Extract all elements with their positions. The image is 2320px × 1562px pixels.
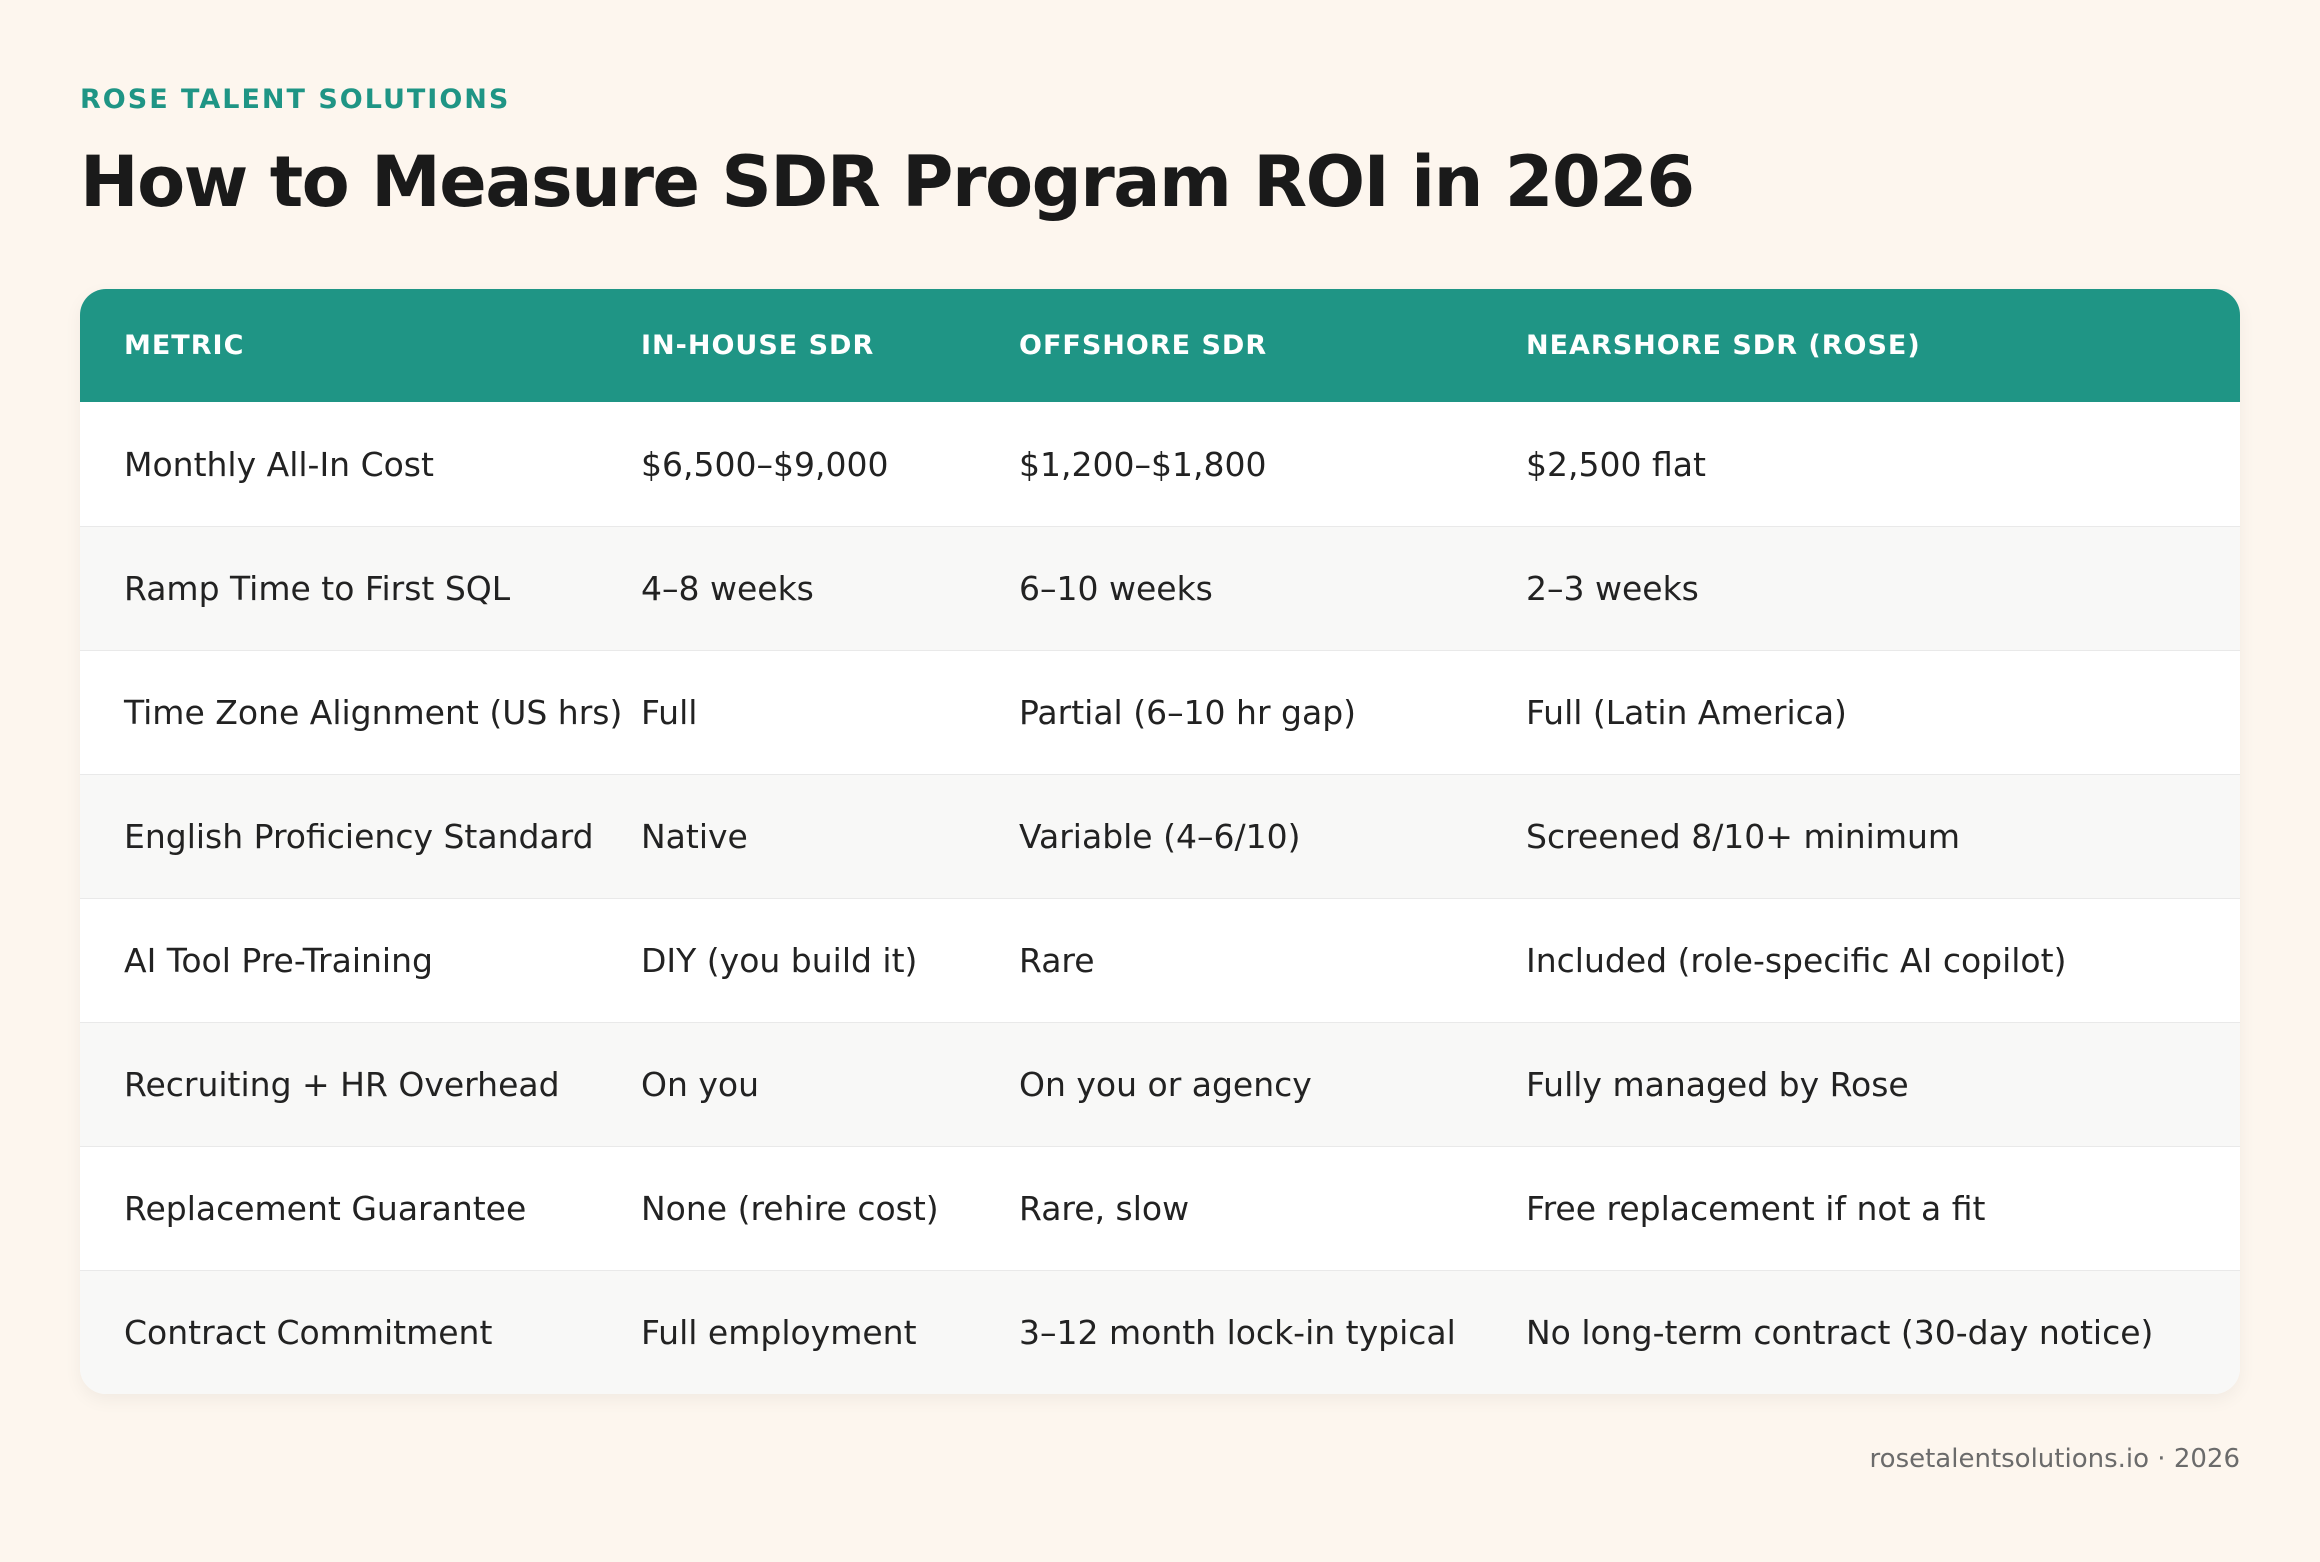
column-header-offshore: OFFSHORE SDR <box>1019 330 1268 361</box>
in-house-cell: Full employment <box>641 1313 917 1352</box>
metric-cell: Contract Commitment <box>124 1313 493 1352</box>
table-row: Time Zone Alignment (US hrs) Full Partia… <box>80 650 2240 774</box>
column-header-in-house: IN-HOUSE SDR <box>641 330 875 361</box>
column-header-metric: METRIC <box>124 330 245 361</box>
column-header-nearshore: NEARSHORE SDR (ROSE) <box>1526 330 1921 361</box>
nearshore-cell: Free replacement if not a fit <box>1526 1189 1986 1228</box>
table-row: Replacement Guarantee None (rehire cost)… <box>80 1146 2240 1270</box>
table-body: Monthly All-In Cost $6,500–$9,000 $1,200… <box>80 402 2240 1394</box>
metric-cell: English Proficiency Standard <box>124 817 594 856</box>
nearshore-cell: Included (role-specific AI copilot) <box>1526 941 2067 980</box>
table-header-row: METRIC IN-HOUSE SDR OFFSHORE SDR NEARSHO… <box>80 289 2240 402</box>
nearshore-cell: No long-term contract (30-day notice) <box>1526 1313 2154 1352</box>
nearshore-cell: $2,500 flat <box>1526 444 1706 484</box>
footer-credit: rosetalentsolutions.io · 2026 <box>1869 1444 2240 1474</box>
offshore-cell: Variable (4–6/10) <box>1019 817 1301 856</box>
metric-cell: Monthly All-In Cost <box>124 444 434 484</box>
metric-cell: Recruiting + HR Overhead <box>124 1065 560 1104</box>
nearshore-cell: Full (Latin America) <box>1526 693 1847 732</box>
in-house-cell: Full <box>641 693 698 732</box>
offshore-cell: $1,200–$1,800 <box>1019 444 1267 484</box>
table-row: Contract Commitment Full employment 3–12… <box>80 1270 2240 1394</box>
in-house-cell: On you <box>641 1065 760 1104</box>
in-house-cell: 4–8 weeks <box>641 569 814 608</box>
in-house-cell: DIY (you build it) <box>641 941 918 980</box>
offshore-cell: Rare <box>1019 941 1095 980</box>
nearshore-cell: Fully managed by Rose <box>1526 1065 1909 1104</box>
offshore-cell: 6–10 weeks <box>1019 569 1213 608</box>
in-house-cell: None (rehire cost) <box>641 1189 939 1228</box>
offshore-cell: Rare, slow <box>1019 1189 1190 1228</box>
offshore-cell: On you or agency <box>1019 1065 1312 1104</box>
table-row: AI Tool Pre-Training DIY (you build it) … <box>80 898 2240 1022</box>
nearshore-cell: 2–3 weeks <box>1526 569 1699 608</box>
table-row: Monthly All-In Cost $6,500–$9,000 $1,200… <box>80 402 2240 526</box>
table-row: Recruiting + HR Overhead On you On you o… <box>80 1022 2240 1146</box>
table-row: English Proficiency Standard Native Vari… <box>80 774 2240 898</box>
offshore-cell: Partial (6–10 hr gap) <box>1019 693 1357 732</box>
page-title: How to Measure SDR Program ROI in 2026 <box>80 141 1695 223</box>
offshore-cell: 3–12 month lock-in typical <box>1019 1313 1456 1352</box>
comparison-table: METRIC IN-HOUSE SDR OFFSHORE SDR NEARSHO… <box>80 289 2240 1394</box>
brand-name: ROSE TALENT SOLUTIONS <box>80 84 511 115</box>
nearshore-cell: Screened 8/10+ minimum <box>1526 817 1961 856</box>
metric-cell: AI Tool Pre-Training <box>124 941 433 980</box>
table-row: Ramp Time to First SQL 4–8 weeks 6–10 we… <box>80 526 2240 650</box>
metric-cell: Replacement Guarantee <box>124 1189 527 1228</box>
in-house-cell: $6,500–$9,000 <box>641 444 889 484</box>
in-house-cell: Native <box>641 817 748 856</box>
metric-cell: Ramp Time to First SQL <box>124 569 511 608</box>
metric-cell: Time Zone Alignment (US hrs) <box>124 693 623 732</box>
